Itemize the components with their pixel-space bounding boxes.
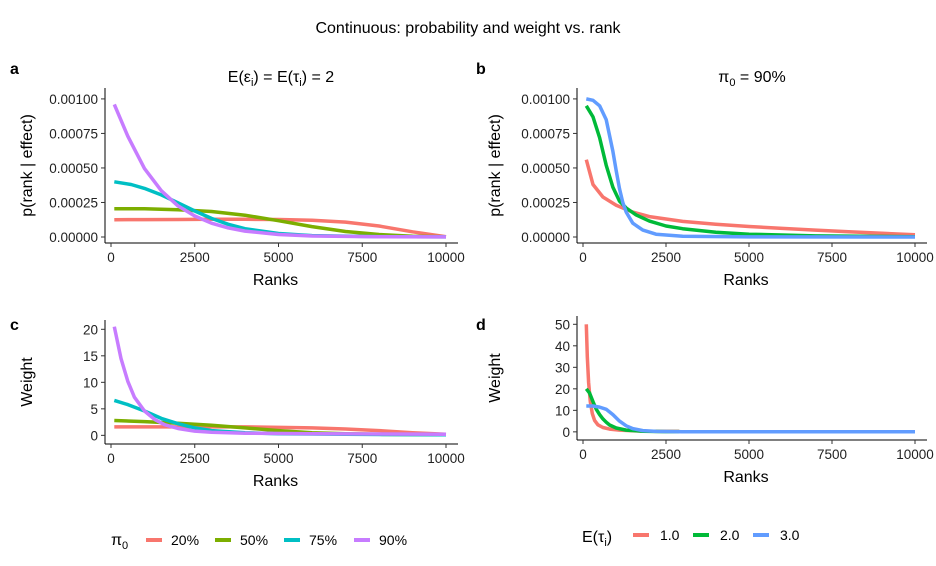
panel-label-a: a: [10, 61, 19, 78]
legend-label-1.0: 1.0: [660, 527, 680, 543]
legend-label-2.0: 2.0: [720, 527, 740, 543]
legend-label-90: 90%: [379, 532, 407, 548]
series-line-3.0: [585, 97, 916, 239]
legend-etau-title: E(τi): [582, 529, 612, 549]
y-axis-label: Weight: [19, 357, 36, 407]
x-tick-label: 7500: [817, 447, 847, 462]
y-tick-label: 20: [83, 322, 98, 337]
x-tick-label: 0: [107, 250, 115, 265]
panel-c: c 0 2500 5000 7500 10000 0 5 10 15 20 Ranks Weight: [10, 317, 465, 490]
x-tick-label: 0: [579, 447, 587, 462]
legend-label-75: 75%: [309, 532, 337, 548]
x-tick-label: 0: [579, 250, 587, 265]
x-tick-label: 7500: [817, 250, 847, 265]
y-tick-label: 0: [562, 425, 570, 440]
x-tick-label: 2500: [180, 250, 210, 265]
series-line-1.0: [584, 159, 916, 237]
y-tick-label: 0.00025: [49, 195, 98, 210]
x-tick-label: 10000: [896, 250, 934, 265]
legend-label-3.0: 3.0: [780, 527, 800, 543]
y-axis-label: Weight: [487, 353, 504, 403]
legend-pi0: π0 20% 50% 75% 90%: [111, 532, 407, 552]
x-tick-label: 5000: [263, 250, 293, 265]
x-tick-label: 5000: [734, 447, 764, 462]
x-tick-label: 0: [107, 451, 115, 466]
y-tick-label: 30: [555, 360, 570, 375]
y-tick-label: 20: [555, 382, 570, 397]
legend-label-20: 20%: [171, 532, 199, 548]
panel-b-title: π0 = 90%: [718, 69, 785, 89]
series-line-2.0: [584, 104, 916, 239]
y-tick-label: 0.00000: [49, 230, 98, 245]
figure-title: Continuous: probability and weight vs. r…: [315, 20, 621, 37]
y-tick-label: 0: [90, 428, 98, 443]
x-tick-label: 2500: [651, 447, 681, 462]
series-line-90%: [112, 326, 447, 437]
y-tick-label: 0.00050: [49, 161, 98, 176]
y-tick-label: 0.00075: [521, 126, 570, 141]
legend-label-50: 50%: [240, 532, 268, 548]
x-tick-label: 7500: [347, 451, 377, 466]
y-tick-label: 0.00100: [49, 92, 98, 107]
y-tick-label: 50: [555, 317, 570, 332]
x-tick-label: 10000: [427, 451, 465, 466]
x-tick-label: 5000: [263, 451, 293, 466]
x-axis-label: Ranks: [253, 473, 298, 490]
y-tick-label: 0.00050: [521, 161, 570, 176]
panel-label-b: b: [476, 61, 486, 78]
y-tick-label: 15: [83, 349, 98, 364]
y-tick-label: 0.00000: [521, 230, 570, 245]
x-axis-label: Ranks: [723, 469, 768, 486]
y-axis-label: p(rank | effect): [19, 114, 36, 217]
y-tick-label: 10: [83, 375, 98, 390]
y-tick-label: 40: [555, 339, 570, 354]
panel-b: b 0 2500 5000 7500 10000 0.00000 0.00025 0.00050…: [476, 61, 934, 289]
legend-etau: E(τi) 1.0 2.0 3.0: [582, 527, 800, 549]
y-tick-label: 0.00075: [49, 126, 98, 141]
series-line-90%: [112, 103, 447, 239]
x-tick-label: 10000: [427, 250, 465, 265]
x-tick-label: 2500: [651, 250, 681, 265]
panel-a: a 0 2500 5000 7500 10000 0.00000 0.00025 0.00050…: [10, 61, 465, 289]
panel-a-title: E(εi) = E(τi) = 2: [228, 69, 335, 89]
x-tick-label: 10000: [896, 447, 934, 462]
series-line-3.0: [586, 404, 915, 434]
x-tick-label: 7500: [347, 250, 377, 265]
y-tick-label: 5: [90, 402, 98, 417]
x-tick-label: 2500: [180, 451, 210, 466]
x-axis-label: Ranks: [723, 272, 768, 289]
y-tick-label: 0.00100: [521, 92, 570, 107]
y-tick-label: 0.00025: [521, 195, 570, 210]
panel-d: d 0 2500 5000 7500 10000 0 10 20 30 40 50 Ranks Weigh…: [476, 316, 934, 486]
legend-pi0-title: π0: [111, 532, 128, 552]
x-tick-label: 5000: [734, 250, 764, 265]
y-tick-label: 10: [555, 403, 570, 418]
panel-label-d: d: [476, 317, 486, 334]
x-axis-label: Ranks: [253, 272, 298, 289]
panel-label-c: c: [10, 317, 19, 334]
y-axis-label: p(rank | effect): [487, 114, 504, 217]
